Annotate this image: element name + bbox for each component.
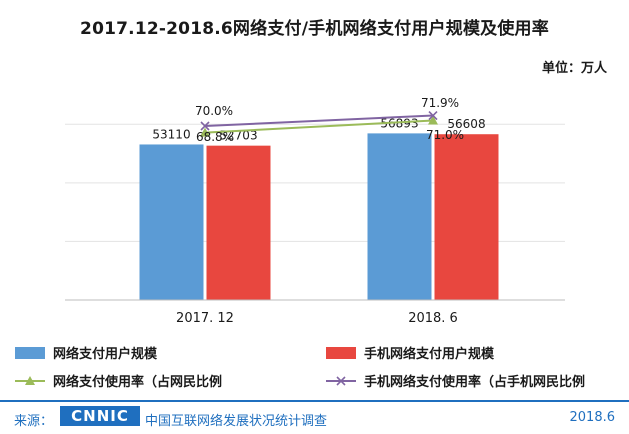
bar-online-payment-users-0	[139, 144, 204, 300]
bar-mobile-payment-users-1	[434, 134, 499, 300]
legend-swatch-0	[15, 347, 45, 359]
legend-swatch-1	[326, 347, 356, 359]
bar-mobile-payment-users-0	[206, 145, 271, 300]
cnnic-logo: CNNIC	[60, 406, 140, 426]
bar-value-label: 56608	[447, 117, 485, 131]
series-line-1	[204, 114, 434, 127]
line-marker-x	[428, 110, 438, 121]
legend-label: 手机网络支付使用率（占手机网民比例	[364, 374, 585, 390]
line-value-label: 71.0%	[426, 128, 464, 142]
legend-label: 网络支付使用率（占网民比例	[53, 374, 222, 390]
footer-date: 2018.6	[569, 410, 616, 425]
footer-divider	[0, 400, 629, 402]
bar-value-label: 53110	[152, 127, 190, 141]
line-marker-triangle	[428, 115, 438, 125]
line-value-label: 71.9%	[421, 96, 459, 110]
chart-title: 2017.12-2018.6网络支付/手机网络支付用户规模及使用率	[80, 19, 549, 39]
legend-marker-x	[336, 376, 346, 386]
legend-label: 手机网络支付用户规模	[364, 346, 495, 362]
legend-marker-triangle	[25, 376, 35, 385]
source-organization: 中国互联网络发展状况统计调查	[145, 414, 328, 429]
bar-online-payment-users-1	[367, 133, 432, 300]
legend-label: 网络支付用户规模	[53, 346, 158, 362]
line-value-label: 70.0%	[195, 104, 233, 118]
source-label: 来源：	[14, 414, 54, 429]
line-marker-x	[200, 121, 210, 131]
line-marker-triangle	[200, 127, 210, 137]
x-tick-label: 2017. 12	[176, 311, 234, 326]
bar-value-label: 56893	[380, 116, 418, 130]
x-tick-label: 2018. 6	[408, 311, 458, 326]
series-line-0	[204, 119, 434, 134]
unit-label: 单位：万人	[541, 61, 607, 76]
line-value-label: 68.8%	[196, 130, 234, 144]
